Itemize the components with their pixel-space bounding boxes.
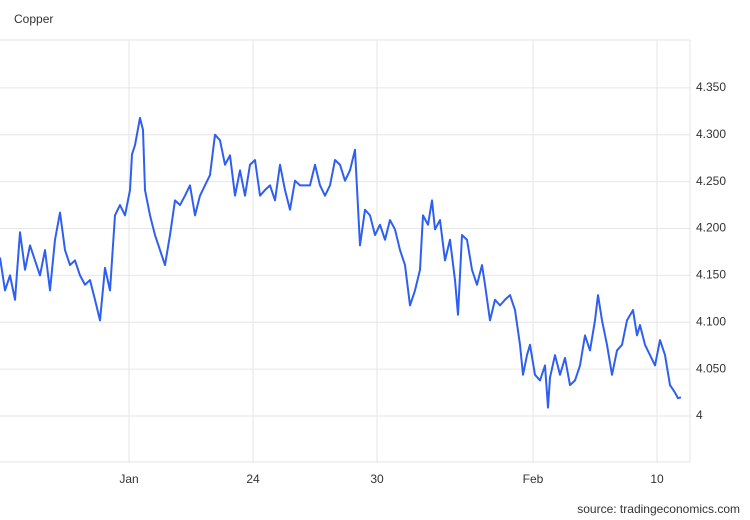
y-tick-label: 4 [696, 408, 703, 422]
y-tick-label: 4.050 [696, 361, 726, 375]
x-tick-label: 24 [246, 472, 260, 486]
y-tick-label: 4.300 [696, 127, 726, 141]
x-tick-label: Jan [119, 472, 138, 486]
y-tick-label: 4.150 [696, 268, 726, 282]
price-line [0, 116, 682, 409]
y-tick-label: 4.350 [696, 80, 726, 94]
y-tick-label: 4.100 [696, 314, 726, 328]
x-tick-label: 30 [370, 472, 384, 486]
chart-title: Copper [14, 12, 53, 26]
x-tick-label: Feb [523, 472, 544, 486]
x-tick-label: 10 [650, 472, 664, 486]
y-tick-label: 4.250 [696, 174, 726, 188]
source: source: tradingeconomics.com [577, 502, 740, 516]
y-tick-label: 4.200 [696, 221, 726, 235]
